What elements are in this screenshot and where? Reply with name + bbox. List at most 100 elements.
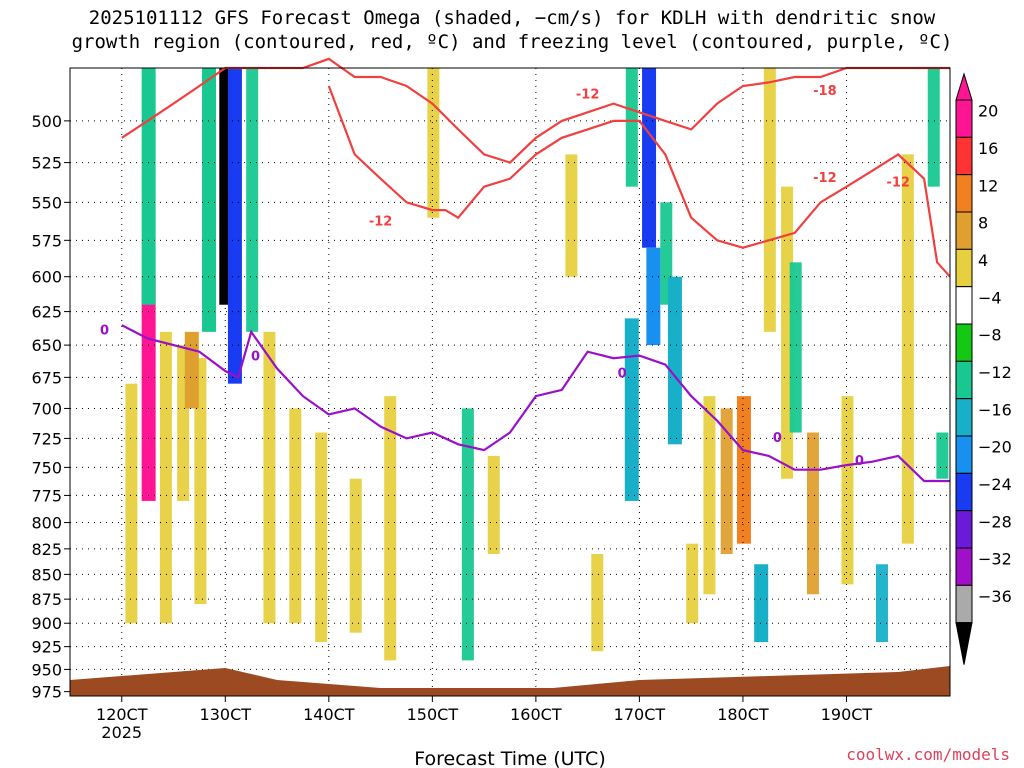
shading-patch bbox=[565, 154, 578, 277]
colorbar-label: −32 bbox=[978, 550, 1012, 569]
shading-patch bbox=[927, 68, 940, 187]
terrain-shape bbox=[70, 666, 950, 696]
y-tick-label: 925 bbox=[31, 638, 62, 657]
x-tick-label: 160CT bbox=[510, 705, 562, 724]
x-tick-labels: 120CT 130CT 140CT 150CT 160CT 170CT 180CT 190CT… bbox=[96, 696, 872, 742]
shading-patch bbox=[384, 396, 397, 661]
colorbar-swatch bbox=[955, 248, 973, 288]
shading-band bbox=[227, 68, 242, 384]
colorbar-label: −24 bbox=[978, 475, 1012, 494]
colorbar-label: 20 bbox=[978, 102, 998, 121]
colorbar-swatch bbox=[955, 360, 973, 400]
x-tick-label: 130CT bbox=[200, 705, 252, 724]
colorbar: 20 16 12 8 4 −4 −8 −12 −16 −20 −24 −28 −32 −36 bbox=[955, 72, 1012, 665]
y-tick-label: 725 bbox=[31, 429, 62, 448]
y-tick-label: 575 bbox=[31, 231, 62, 250]
y-tick-label: 825 bbox=[31, 540, 62, 559]
y-tick-label: 700 bbox=[31, 399, 62, 418]
colorbar-label: −4 bbox=[978, 288, 1002, 307]
shading-patch bbox=[841, 396, 854, 585]
y-tick-label: 975 bbox=[31, 683, 62, 702]
shading-patch bbox=[487, 455, 500, 555]
colorbar-swatch bbox=[955, 323, 973, 362]
shading-patch bbox=[806, 432, 819, 595]
colorbar-swatch bbox=[955, 584, 973, 624]
freezing-level-contour bbox=[121, 324, 950, 483]
shading-patch bbox=[315, 432, 328, 643]
dendritic-label: -12 bbox=[886, 176, 910, 191]
dendritic-label: -18 bbox=[813, 84, 837, 99]
colorbar-swatch bbox=[955, 99, 973, 138]
shading-band bbox=[736, 396, 751, 544]
y-tick-label: 600 bbox=[31, 268, 62, 287]
colorbar-swatch bbox=[955, 435, 973, 474]
shading-patch bbox=[246, 68, 259, 332]
omega-shading bbox=[125, 68, 949, 661]
x-tick-label: 120CT bbox=[96, 705, 148, 724]
terrain-fill bbox=[70, 666, 950, 696]
shading-patch bbox=[427, 68, 440, 218]
freezing-level-label: 0 bbox=[100, 324, 109, 339]
colorbar-label: 8 bbox=[978, 214, 988, 233]
chart-subtitle: growth region (contoured, red, ºC) and f… bbox=[71, 31, 953, 53]
y-tick-labels: 500 525 550 575 600 625 650 675 700 725 750 775 800 8… bbox=[31, 112, 70, 702]
freezing-level-label: 0 bbox=[618, 366, 627, 381]
dendritic-lower-contour bbox=[327, 85, 951, 278]
colorbar-label: 4 bbox=[978, 251, 988, 270]
colorbar-label: 16 bbox=[978, 139, 998, 158]
x-tick-label: 140CT bbox=[303, 705, 355, 724]
colorbar-label: −12 bbox=[978, 363, 1012, 382]
y-tick-label: 675 bbox=[31, 368, 62, 387]
colorbar-top-arrow bbox=[955, 72, 973, 101]
contour-labels: 0 0 0 0 0 -12 -12 -12 -12 -18 bbox=[100, 84, 910, 469]
x-tick-label: 180CT bbox=[717, 705, 769, 724]
colorbar-swatch bbox=[955, 136, 973, 176]
x-tick-label: 150CT bbox=[407, 705, 459, 724]
colorbar-label: −28 bbox=[978, 512, 1012, 531]
shading-patch bbox=[349, 478, 362, 633]
shading-patch bbox=[461, 408, 474, 661]
shading-band bbox=[184, 331, 199, 409]
shading-patch bbox=[159, 331, 172, 624]
shading-patch bbox=[703, 396, 716, 595]
dendritic-label: -12 bbox=[813, 171, 837, 186]
x-year-label: 2025 bbox=[101, 723, 142, 742]
shading-band bbox=[141, 68, 156, 305]
shading-band bbox=[202, 68, 217, 332]
x-tick-label: 190CT bbox=[821, 705, 873, 724]
y-tick-label: 650 bbox=[31, 336, 62, 355]
y-tick-label: 800 bbox=[31, 514, 62, 533]
chart-title: 2025101112 GFS Forecast Omega (shaded, −… bbox=[88, 7, 936, 29]
y-tick-label: 625 bbox=[31, 303, 62, 322]
axes bbox=[69, 67, 951, 697]
x-axis-label: Forecast Time (UTC) bbox=[414, 748, 605, 768]
x-tick-label: 170CT bbox=[614, 705, 666, 724]
dendritic-label: -12 bbox=[576, 87, 600, 102]
colorbar-label: −16 bbox=[978, 400, 1012, 419]
y-tick-label: 500 bbox=[31, 112, 62, 131]
colorbar-label: 12 bbox=[978, 176, 998, 195]
colorbar-label: −20 bbox=[978, 438, 1012, 457]
shading-patch bbox=[686, 543, 699, 624]
shading-patch bbox=[625, 68, 638, 187]
colorbar-label: −36 bbox=[978, 587, 1012, 606]
dendritic-label: -12 bbox=[369, 214, 393, 229]
colorbar-swatch bbox=[955, 211, 973, 250]
colorbar-bottom-arrow bbox=[955, 622, 973, 665]
plot-area bbox=[70, 68, 950, 696]
shading-patch bbox=[763, 68, 776, 332]
y-tick-label: 900 bbox=[31, 614, 62, 633]
colorbar-label: −8 bbox=[978, 326, 1002, 345]
shading-patch bbox=[591, 554, 604, 652]
shading-patch bbox=[789, 262, 802, 433]
colorbar-swatch bbox=[955, 510, 973, 549]
y-tick-label: 775 bbox=[31, 486, 62, 505]
colorbar-swatch bbox=[955, 174, 973, 213]
shading-patch bbox=[194, 358, 207, 605]
shading-band bbox=[624, 318, 639, 501]
y-tick-label: 950 bbox=[31, 660, 62, 679]
y-tick-label: 550 bbox=[31, 193, 62, 212]
credit-link[interactable]: coolwx.com/models bbox=[846, 745, 1010, 764]
shading-patch bbox=[125, 383, 138, 624]
